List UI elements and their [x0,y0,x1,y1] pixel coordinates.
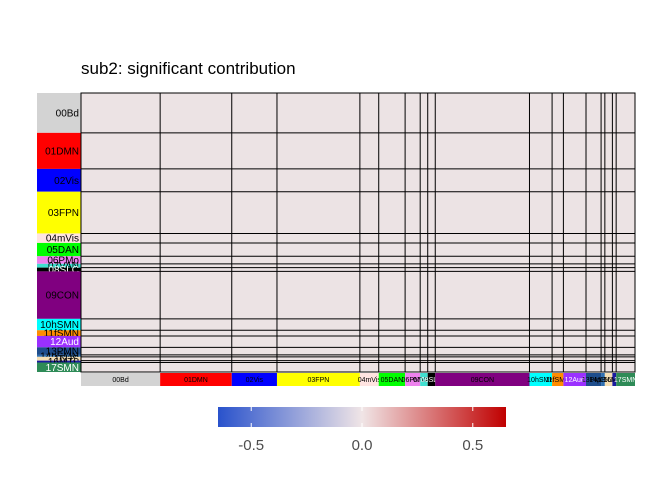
y-label-block-15US [37,356,81,361]
x-label-block-08SLC [427,373,436,386]
y-label-block-10hSMN [37,318,81,331]
x-label-block-12Aud [563,373,587,386]
x-label-block-15US [604,373,613,386]
connectivity-matrix [81,93,635,372]
y-label-block-08SLC [37,267,81,272]
x-label-17SMN: 17SMN [614,377,637,384]
y-label-block-00Bd [37,93,81,133]
y-label-10hSMN: 10hSMN [40,320,79,331]
x-label-01DMN: 01DMN [184,377,208,384]
y-axis-network-labels: 00Bd 01DMN 02Vis 03FPN 04mVis05DAN06PMo07VAN… [37,93,81,374]
x-label-block-09CON [435,373,530,386]
y-label-11fSMN: 11fSMN [44,329,79,340]
y-label-09CON: 09CON [46,291,79,302]
y-label-block-07VAN [37,263,81,268]
x-label-15US: 15US [600,377,618,384]
chart-title: sub2: significant contribution [81,59,296,78]
x-label-block-01DMN [160,373,232,386]
x-label-block-00Bd [81,373,161,386]
y-label-block-01DMN [37,132,81,169]
x-label-16MTL: 16MTL [603,377,625,384]
x-label-06PMo: 06PMo [402,377,424,384]
y-label-04mVis: 04mVis [46,234,79,245]
x-label-11fSMN: 11fSMN [545,377,570,384]
y-label-07VAN: 07VAN [48,261,79,272]
y-label-13PMN: 13PMN [46,347,79,358]
y-label-block-09CON [37,271,81,319]
colorbar-gradient [218,407,506,427]
matrix-border [80,92,636,373]
y-label-block-12Aud [37,335,81,348]
x-label-10hSMN: 10hSMN [527,377,554,384]
x-label-block-06PMo [405,373,421,386]
y-label-02Vis: 02Vis [54,176,79,187]
x-label-block-02Vis [231,373,277,386]
x-label-block-03FPN [276,373,360,386]
colorbar-tick-label: 0.5 [462,437,483,454]
y-label-block-03FPN [37,191,81,234]
y-label-17SMN: 17SMN [46,363,79,374]
x-label-block-13PMN [586,373,602,386]
x-label-13PMN: 13PMN [582,377,605,384]
x-label-09CON: 09CON [471,377,494,384]
x-label-block-07VAN [420,373,428,386]
y-label-block-05DAN [37,242,81,257]
x-label-block-10hSMN [529,373,553,386]
x-label-block-17SMN [616,373,635,386]
y-label-block-04mVis [37,233,81,243]
y-label-block-13PMN [37,347,81,355]
x-label-07VAN: 07VAN [413,377,435,384]
x-label-00Bd: 00Bd [112,377,128,384]
colorbar-tick-label: -0.5 [238,437,264,454]
matrix-background [81,93,635,372]
y-label-06PMo: 06PMo [47,256,79,267]
y-label-15US: 15US [54,354,79,365]
y-label-block-11fSMN [37,330,81,336]
colorbar-legend: -0.5 0.0 0.5 [218,407,506,454]
x-label-05DAN: 05DAN [381,377,404,384]
y-label-00Bd: 00Bd [56,108,79,119]
x-label-08SLC: 08SLC [421,377,442,384]
x-label-14pSMN: 14pSMN [589,377,616,384]
x-label-03FPN: 03FPN [308,377,330,384]
network-boundaries [80,92,636,373]
x-label-12Aud: 12Aud [565,377,585,384]
y-label-block-17SMN [37,362,81,372]
y-label-block-14pSMN [37,354,81,357]
y-label-12Aud: 12Aud [50,337,79,348]
x-label-02Vis: 02Vis [246,377,264,384]
x-label-block-14pSMN [601,373,605,386]
y-label-03FPN: 03FPN [48,208,79,219]
x-label-block-05DAN [378,373,406,386]
y-label-block-02Vis [37,168,81,192]
x-label-block-11fSMN [552,373,564,386]
x-label-block-16MTL [612,373,617,386]
y-label-05DAN: 05DAN [47,245,79,256]
y-label-block-06PMo [37,256,81,264]
y-label-08SLC: 08SLC [48,265,79,276]
x-label-block-04mVis [359,373,379,386]
colorbar-tick-label: 0.0 [352,437,373,454]
x-label-04mVis: 04mVis [358,377,382,384]
y-label-block-16MTL [37,360,81,363]
x-axis-network-labels: 00Bd 01DMN 02Vis 03FPN 04mVis 05DAN06PMo07VAN… [81,373,637,386]
y-label-01DMN: 01DMN [45,146,79,157]
